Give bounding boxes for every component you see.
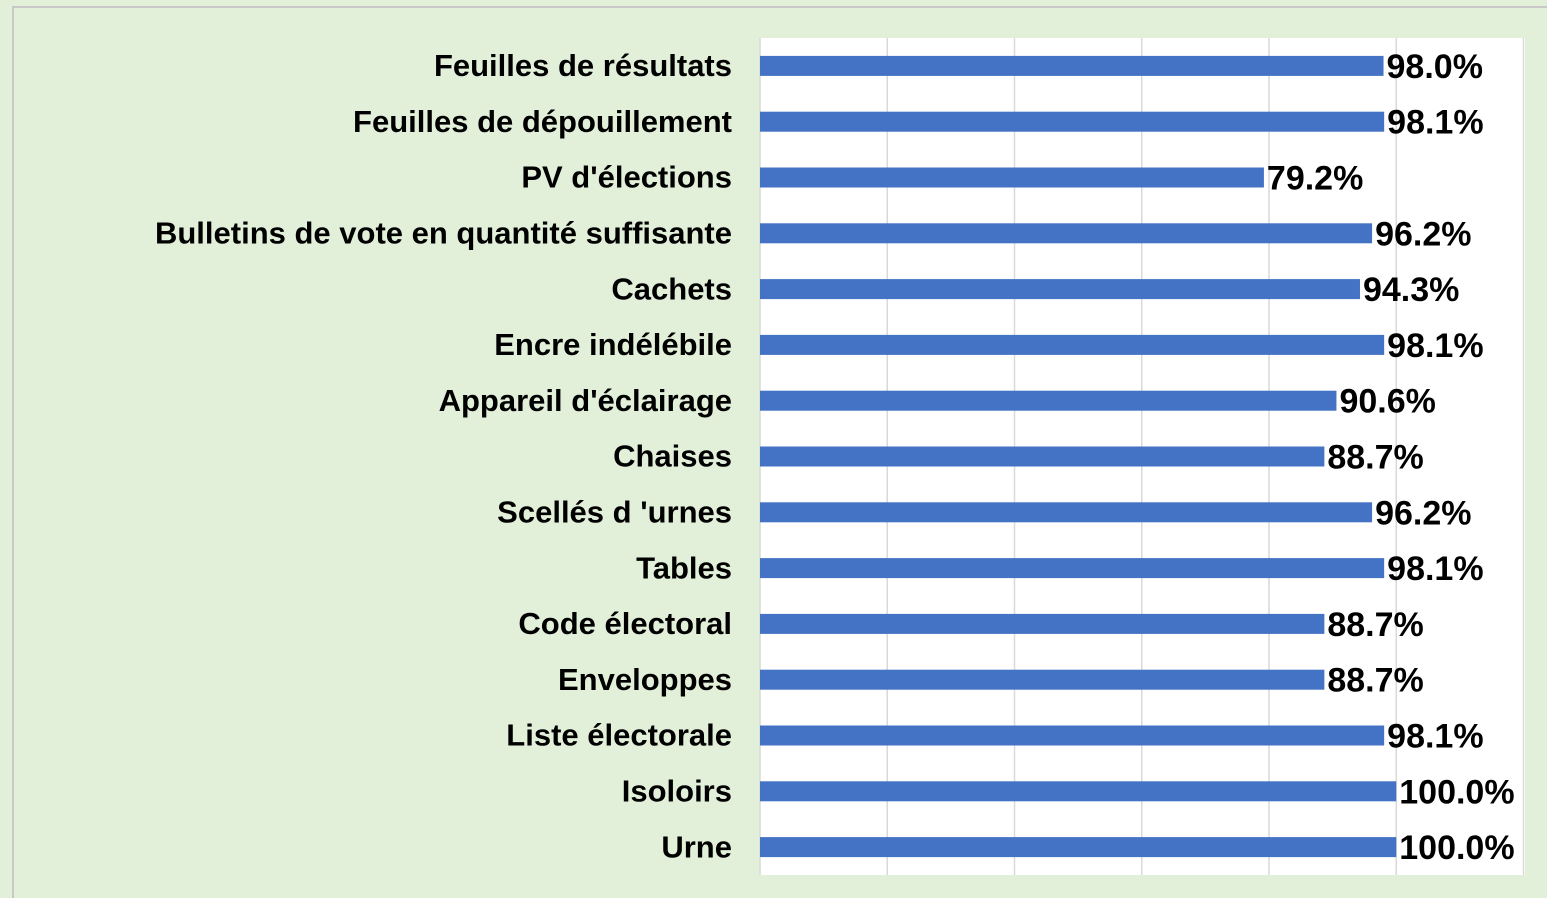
category-label: Liste électorale (506, 718, 732, 753)
category-label: Tables (636, 550, 732, 585)
bar (760, 781, 1397, 802)
value-label: 100.0% (1399, 773, 1514, 811)
bar (760, 167, 1264, 188)
category-label: Chaises (613, 439, 732, 474)
value-label: 88.7% (1327, 662, 1423, 700)
bar (760, 725, 1385, 746)
value-label: 90.6% (1339, 383, 1435, 421)
category-label: Enveloppes (558, 662, 732, 697)
value-label: 100.0% (1399, 829, 1514, 867)
bar (760, 446, 1325, 467)
bar (760, 837, 1397, 858)
category-label: Isoloirs (622, 773, 732, 808)
bar (760, 334, 1385, 355)
value-label: 88.7% (1327, 438, 1423, 476)
value-label: 88.7% (1327, 606, 1423, 644)
value-label: 94.3% (1363, 271, 1459, 309)
category-label: Encre indélébile (494, 327, 732, 362)
category-label: Feuilles de résultats (434, 48, 732, 83)
bar (760, 502, 1373, 523)
value-label: 79.2% (1267, 159, 1363, 197)
category-label: Feuilles de dépouillement (353, 104, 732, 139)
category-label: Cachets (611, 271, 732, 306)
value-label: 98.1% (1387, 717, 1483, 755)
value-label: 96.2% (1375, 215, 1471, 253)
value-label: 98.1% (1387, 104, 1483, 142)
category-label: PV d'élections (521, 160, 732, 195)
category-label: Scellés d 'urnes (497, 494, 732, 529)
bar (760, 279, 1360, 300)
value-label: 98.1% (1387, 327, 1483, 365)
value-label: 98.1% (1387, 550, 1483, 588)
category-label: Code électoral (518, 606, 732, 641)
bar (760, 55, 1384, 76)
bar (760, 111, 1385, 132)
value-label: 98.0% (1387, 48, 1483, 86)
value-label: 96.2% (1375, 494, 1471, 532)
bar (760, 558, 1385, 579)
bar (760, 613, 1325, 634)
bar (760, 669, 1325, 690)
category-label: Appareil d'éclairage (439, 383, 732, 418)
bar (760, 223, 1373, 244)
category-label: Bulletins de vote en quantité suffisante (155, 215, 732, 250)
bar (760, 390, 1337, 411)
category-label: Urne (661, 829, 732, 864)
